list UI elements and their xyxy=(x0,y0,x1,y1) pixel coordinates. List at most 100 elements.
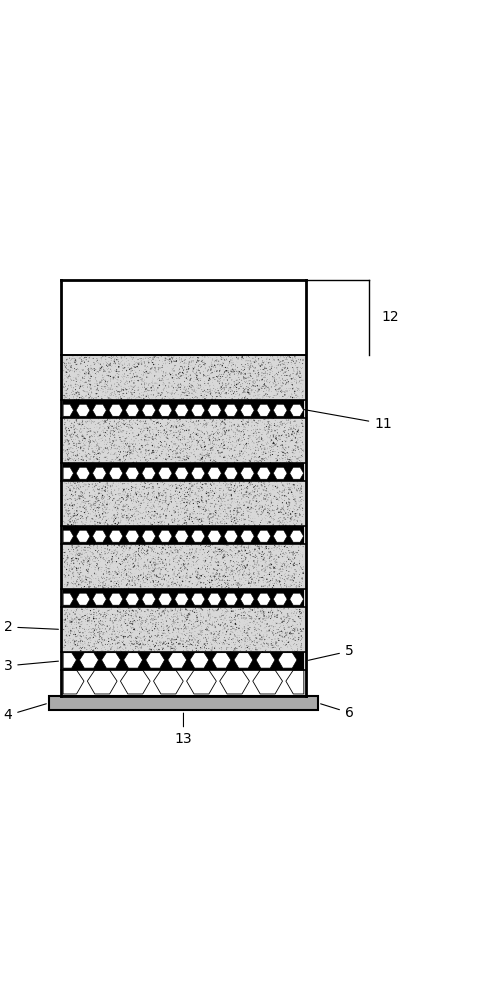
Point xyxy=(231,439,239,455)
Point xyxy=(258,632,266,648)
Point xyxy=(284,413,292,429)
Point xyxy=(227,512,235,528)
Point xyxy=(207,503,214,519)
Point xyxy=(124,600,132,616)
Point xyxy=(152,421,160,437)
Point xyxy=(110,419,118,435)
Point xyxy=(170,363,178,379)
Point xyxy=(96,627,104,643)
Point xyxy=(269,615,277,631)
Point xyxy=(190,626,198,642)
Point xyxy=(106,372,114,388)
Point xyxy=(213,636,221,652)
Point xyxy=(223,350,231,366)
Point xyxy=(110,352,118,368)
Point xyxy=(136,389,144,405)
Point xyxy=(202,617,210,633)
Point xyxy=(298,367,306,383)
Point xyxy=(223,508,231,524)
Point xyxy=(286,368,294,384)
Point xyxy=(126,516,134,532)
Point xyxy=(258,493,266,509)
Point xyxy=(296,365,304,381)
Point xyxy=(156,577,164,593)
Point xyxy=(228,347,236,363)
Point xyxy=(139,506,146,522)
Point xyxy=(120,630,128,646)
Point xyxy=(87,414,95,430)
Point xyxy=(86,451,94,467)
Point xyxy=(232,558,240,574)
Point xyxy=(133,368,141,384)
Point xyxy=(230,514,238,530)
Point xyxy=(191,564,199,580)
Point xyxy=(148,606,156,622)
Point xyxy=(241,548,248,564)
Point xyxy=(201,439,209,455)
Point xyxy=(192,556,200,572)
Point xyxy=(101,413,109,429)
Point xyxy=(249,441,257,457)
Point xyxy=(127,614,135,630)
Point xyxy=(100,538,107,554)
Point xyxy=(199,481,207,497)
Point xyxy=(258,545,266,561)
Point xyxy=(219,491,227,507)
Point xyxy=(173,412,180,428)
Point xyxy=(128,380,136,396)
Point xyxy=(262,378,270,394)
Point xyxy=(141,433,149,449)
Point xyxy=(107,368,115,384)
Point xyxy=(86,549,94,565)
Point xyxy=(166,571,174,587)
Point xyxy=(296,610,304,626)
Point xyxy=(171,512,178,528)
Point xyxy=(152,450,160,466)
Point xyxy=(165,635,173,651)
Point xyxy=(236,543,244,559)
Point xyxy=(79,569,87,585)
Point xyxy=(293,427,301,443)
Point xyxy=(85,565,93,581)
Point xyxy=(69,579,76,595)
Point xyxy=(222,369,230,385)
Point xyxy=(159,433,167,449)
Point xyxy=(264,498,272,514)
Point xyxy=(176,537,184,553)
Point xyxy=(253,486,261,502)
Point xyxy=(125,611,133,627)
Point xyxy=(148,570,156,586)
Point xyxy=(238,362,246,378)
Point xyxy=(73,563,81,579)
Point xyxy=(290,544,298,560)
Point xyxy=(128,560,136,576)
Point xyxy=(239,353,246,369)
Point xyxy=(132,605,140,621)
Point xyxy=(247,643,255,659)
Point xyxy=(159,571,167,587)
Point xyxy=(163,380,171,396)
Point xyxy=(220,379,228,395)
Point xyxy=(167,642,175,658)
Point xyxy=(92,622,100,638)
Point xyxy=(75,477,83,493)
Point xyxy=(258,512,266,528)
Point xyxy=(88,490,96,506)
Point xyxy=(211,568,219,584)
Point xyxy=(107,629,115,645)
Point xyxy=(254,487,262,503)
Point xyxy=(83,536,91,552)
Point xyxy=(176,418,183,434)
Point xyxy=(183,446,191,462)
Point xyxy=(102,449,110,465)
Point xyxy=(159,546,167,562)
Point xyxy=(250,508,258,524)
Point xyxy=(75,626,83,642)
Point xyxy=(248,602,256,618)
Point xyxy=(140,419,147,435)
Point xyxy=(171,358,179,374)
Point xyxy=(234,576,242,592)
Point xyxy=(162,351,170,367)
Point xyxy=(207,348,215,364)
Point xyxy=(205,362,212,378)
